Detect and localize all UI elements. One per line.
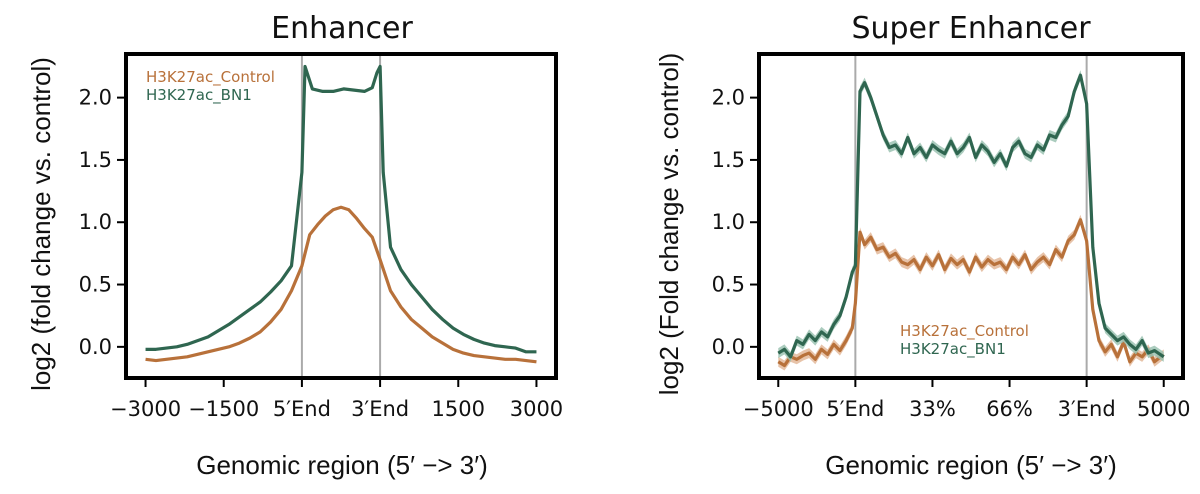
y-tick-label: 1.0 [712, 210, 745, 234]
x-tick-label: 3000 [510, 397, 563, 421]
chart-title: Enhancer [271, 11, 413, 46]
y-tick-label: 2.0 [712, 86, 745, 110]
x-axis-label: Genomic region (5′ −> 3′) [825, 450, 1117, 480]
x-tick-label: 5′End [273, 397, 331, 421]
x-tick-label: 3′End [351, 397, 409, 421]
x-tick-label: −1500 [188, 397, 259, 421]
enhancer-chart: Enhancer Genomic region (5′ −> 3′) log2 … [26, 11, 563, 480]
y-tick-label: 1.5 [712, 148, 745, 172]
plot-area: 0.0 0.5 1.0 1.5 2.0 −5000 5′End 33% 66% 3′End 5000… [712, 56, 1190, 421]
x-tick-label: 33% [909, 397, 956, 421]
series-line [777, 73, 1165, 359]
x-tick-label: −5000 [743, 397, 814, 421]
legend-entry: H3K27ac_Control [146, 68, 275, 87]
plot-frame [124, 52, 558, 380]
series-line [777, 218, 1165, 368]
legend-entry: H3K27ac_Control [900, 322, 1029, 341]
y-tick-label: 0.5 [79, 273, 112, 297]
chart-title: Super Enhancer [851, 11, 1091, 46]
x-axis-label: Genomic region (5′ −> 3′) [196, 450, 488, 480]
series-confidence-band [778, 70, 1164, 362]
y-tick-label: 0.0 [712, 335, 745, 359]
plot-frame [757, 52, 1185, 380]
legend-entry: H3K27ac_BN1 [900, 340, 1006, 359]
x-tick-label: 66% [986, 397, 1033, 421]
super-enhancer-chart: Super Enhancer Genomic region (5′ −> 3′)… [654, 11, 1190, 480]
series-line [145, 205, 537, 364]
plot-area: 0.0 0.5 1.0 1.5 2.0 −3000 −1500 5′End 3′End 1500 3… [79, 56, 563, 421]
x-tick-label: 5′End [826, 397, 884, 421]
x-tick-label: 5000 [1137, 397, 1190, 421]
x-tick-label: 1500 [432, 397, 485, 421]
y-tick-label: 0.5 [712, 273, 745, 297]
y-axis-label: log2 (Fold change vs. control) [654, 53, 684, 396]
y-tick-label: 1.0 [79, 210, 112, 234]
y-tick-label: 2.0 [79, 86, 112, 110]
x-tick-label: −3000 [110, 397, 181, 421]
x-tick-label: 3′End [1058, 397, 1116, 421]
series-line [145, 64, 537, 354]
y-axis-label: log2 (fold change vs. control) [26, 57, 56, 391]
legend-entry: H3K27ac_BN1 [146, 86, 252, 105]
y-tick-label: 0.0 [79, 335, 112, 359]
y-tick-label: 1.5 [79, 148, 112, 172]
